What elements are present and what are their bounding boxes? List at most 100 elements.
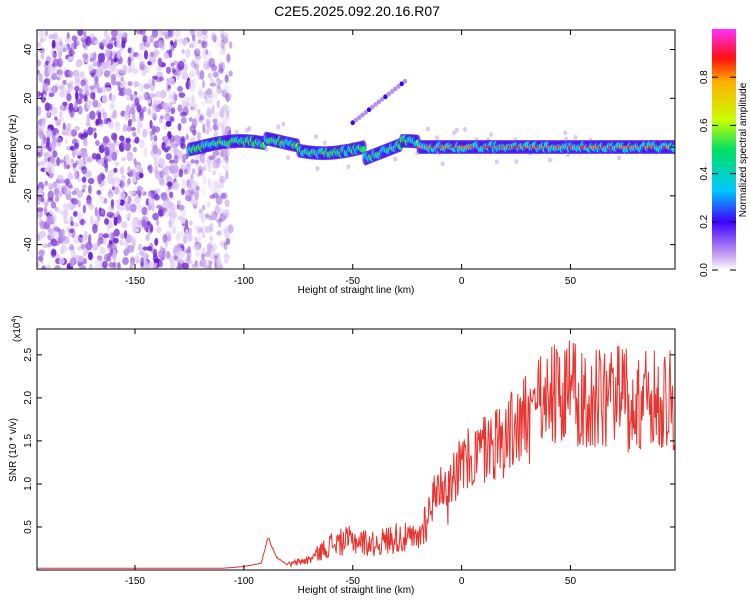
- heatmap-noise-speckle: [205, 251, 212, 258]
- heatmap-noise-speckle: [70, 220, 74, 227]
- heatmap-noise-speckle: [101, 94, 108, 104]
- heatmap-band-fringe: [462, 127, 467, 133]
- heatmap-noise-speckle: [133, 256, 140, 263]
- heatmap-noise-speckle: [98, 65, 104, 73]
- heatmap-noise-speckle: [174, 69, 182, 77]
- heatmap-band-fringe: [281, 121, 286, 127]
- heatmap-noise-speckle: [201, 32, 209, 41]
- heatmap-noise-speckle: [196, 172, 201, 177]
- heatmap-noise-speckle: [198, 89, 203, 97]
- heatmap-noise-speckle: [224, 193, 229, 200]
- heatmap-noise-speckle: [143, 83, 151, 90]
- heatmap-noise-speckle: [218, 172, 223, 179]
- heatmap-noise-speckle: [221, 192, 228, 199]
- heatmap-noise-speckle: [223, 37, 228, 45]
- heatmap-noise-speckle: [180, 137, 185, 143]
- heatmap-noise-speckle: [100, 86, 107, 94]
- heatmap-noise-speckle: [170, 107, 176, 115]
- heatmap-marks: [37, 30, 675, 269]
- heatmap-noise-speckle: [189, 177, 194, 185]
- heatmap-noise-speckle: [113, 57, 117, 63]
- heatmap-noise-speckle: [52, 32, 59, 40]
- heatmap-noise-speckle: [179, 230, 184, 239]
- heatmap-noise-speckle: [86, 156, 93, 163]
- heatmap-noise-speckle: [185, 80, 192, 90]
- heatmap-noise-speckle: [215, 218, 223, 223]
- heatmap-noise-speckle: [168, 101, 173, 109]
- heatmap-noise-speckle: [166, 82, 171, 92]
- heatmap-noise-speckle: [189, 106, 195, 111]
- heatmap-noise-speckle: [168, 220, 172, 228]
- heatmap-noise-speckle: [110, 73, 117, 82]
- heatmap-noise-speckle: [130, 117, 137, 123]
- heatmap-noise-speckle: [83, 30, 87, 37]
- heatmap-noise-speckle: [218, 79, 224, 85]
- heatmap-noise-speckle: [69, 145, 75, 151]
- heatmap-noise-speckle: [119, 79, 126, 89]
- heatmap-noise-speckle: [51, 249, 57, 256]
- heatmap-noise-speckle: [158, 177, 165, 185]
- heatmap-noise-speckle: [194, 159, 200, 164]
- heatmap-noise-speckle: [72, 235, 80, 244]
- heatmap-noise-speckle: [66, 32, 70, 39]
- heatmap-band-inner: [361, 145, 367, 154]
- heatmap-noise-speckle: [142, 128, 148, 138]
- heatmap-noise-speckle: [202, 186, 206, 195]
- heatmap-noise-speckle: [135, 252, 140, 261]
- heatmap-noise-speckle: [199, 258, 207, 268]
- heatmap-band-fringe: [276, 124, 281, 130]
- heatmap-noise-speckle: [103, 198, 108, 204]
- heatmap-noise-speckle: [113, 228, 120, 237]
- heatmap-noise-speckle: [223, 84, 230, 94]
- heatmap-y-label: Frequency (Hz): [8, 115, 19, 184]
- heatmap-noise-speckle: [201, 217, 205, 224]
- heatmap-y-tick: 40: [23, 44, 675, 55]
- heatmap-noise-speckle: [142, 44, 147, 51]
- heatmap-noise-speckle: [69, 216, 74, 223]
- heatmap-noise-speckle: [157, 208, 164, 217]
- heatmap-noise-speckle: [211, 104, 215, 115]
- heatmap-noise-speckle: [222, 104, 229, 112]
- heatmap-noise-speckle: [74, 85, 80, 92]
- heatmap-noise-speckle: [174, 251, 181, 257]
- heatmap-noise-speckle: [60, 104, 65, 110]
- heatmap-noise-speckle: [121, 175, 126, 180]
- heatmap-noise-speckle: [79, 71, 85, 79]
- heatmap-noise-speckle: [195, 225, 201, 235]
- heatmap-noise-speckle: [95, 140, 100, 146]
- snr-y-tick: 1.0: [23, 477, 675, 491]
- heatmap-noise-speckle: [223, 242, 228, 251]
- heatmap-noise-speckle: [150, 189, 158, 200]
- figure-title: C2E5.2025.092.20.16.R07: [274, 3, 440, 19]
- heatmap-noise-speckle: [155, 91, 162, 98]
- heatmap-noise-speckle: [142, 246, 149, 251]
- heatmap-noise-speckle: [73, 187, 80, 193]
- heatmap-noise-speckle: [43, 78, 51, 87]
- heatmap-x-tick-label: 50: [565, 276, 577, 287]
- heatmap-noise-speckle: [72, 222, 80, 228]
- heatmap-noise-speckle: [200, 225, 207, 234]
- heatmap-noise-speckle: [103, 180, 107, 186]
- heatmap-noise-speckle: [165, 145, 171, 151]
- heatmap-noise-speckle: [188, 227, 193, 234]
- heatmap-noise-speckle: [172, 172, 179, 179]
- heatmap-noise-speckle: [197, 72, 202, 80]
- heatmap-noise-speckle: [151, 30, 159, 38]
- heatmap-noise-speckle: [44, 30, 49, 37]
- heatmap-noise-speckle: [118, 91, 125, 97]
- heatmap-noise-speckle: [150, 248, 158, 254]
- heatmap-noise-speckle: [119, 69, 127, 75]
- heatmap-noise-speckle: [191, 263, 199, 268]
- heatmap-noise-speckle: [202, 60, 210, 70]
- heatmap-noise-speckle: [184, 249, 191, 254]
- heatmap-noise-speckle: [57, 174, 64, 182]
- heatmap-noise-speckle: [209, 194, 215, 199]
- heatmap-noise-speckle: [64, 155, 70, 165]
- heatmap-noise-speckle: [96, 87, 103, 93]
- heatmap-y-tick-label: 0: [23, 144, 34, 150]
- snr-marks: [37, 340, 675, 569]
- heatmap-noise-speckle: [216, 82, 221, 90]
- heatmap-noise-speckle: [52, 52, 58, 59]
- heatmap-noise-speckle: [37, 59, 42, 67]
- heatmap-noise-speckle: [198, 261, 202, 268]
